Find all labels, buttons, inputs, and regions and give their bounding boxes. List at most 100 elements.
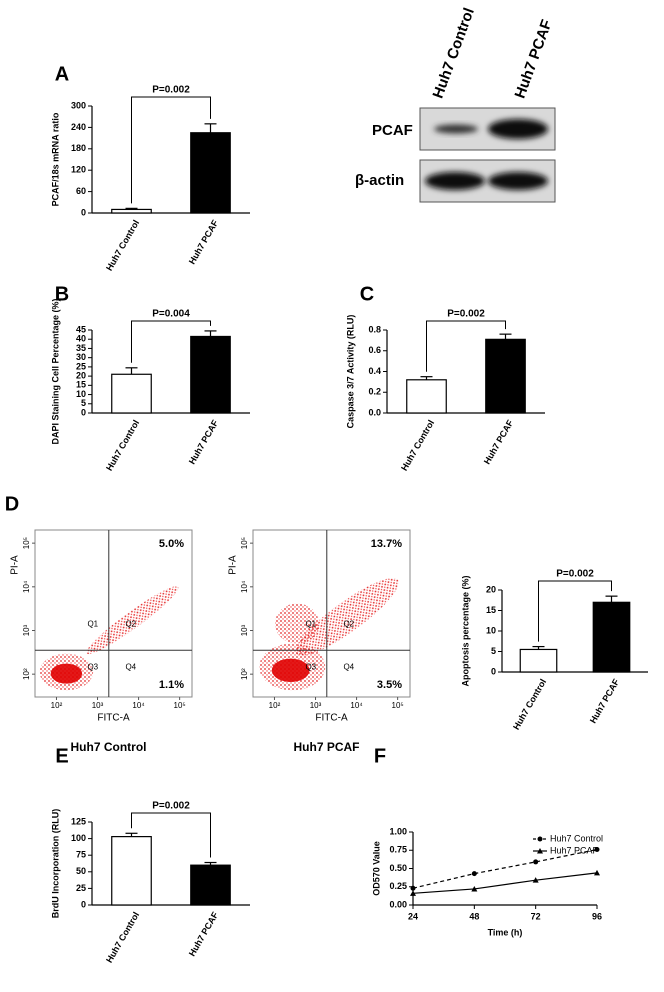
- bar: [190, 132, 231, 214]
- quadrant-label: Q2: [125, 619, 136, 628]
- x-tick-label: Huh7 Control: [104, 418, 141, 472]
- y-tick-label: 0: [81, 207, 86, 217]
- x-tick-label: Huh7 PCAF: [482, 418, 516, 466]
- y-tick-label: 20: [76, 370, 86, 380]
- x-tick-label: Huh7 Control: [104, 218, 141, 272]
- y-tick-label: 1.00: [389, 826, 407, 836]
- marker: [471, 871, 477, 877]
- y-tick-label: 10⁴: [240, 580, 249, 593]
- x-tick-label: Huh7 PCAF: [187, 218, 221, 266]
- y-tick-label: 25: [76, 883, 86, 893]
- significance-bracket: [131, 320, 211, 363]
- p-value: P=0.002: [152, 85, 190, 96]
- x-tick-label: 96: [592, 911, 602, 921]
- y-tick-label: 10: [76, 389, 86, 399]
- band: [488, 172, 548, 190]
- western-blot: Huh7 Control Huh7 PCAF PCAF β-actin: [355, 6, 556, 203]
- y-tick-label: 0.25: [389, 881, 407, 891]
- marker: [533, 859, 539, 865]
- y-axis-label: PI-A: [10, 555, 21, 575]
- marker: [410, 890, 416, 896]
- panel-label: D: [5, 493, 19, 515]
- y-tick-label: 0.6: [368, 345, 381, 355]
- marker: [594, 869, 600, 876]
- y-tick-label: 40: [76, 334, 86, 344]
- y-axis-label: Apoptosis percentage (%): [460, 575, 470, 686]
- panel-label: A: [55, 63, 69, 85]
- lane-label: Huh7 Control: [430, 6, 478, 101]
- y-tick-label: 10⁴: [22, 580, 31, 593]
- x-tick-label: 72: [531, 911, 541, 921]
- x-tick-label: 48: [469, 911, 479, 921]
- p-value: P=0.002: [152, 801, 190, 812]
- y-tick-label: 125: [71, 816, 86, 826]
- cell-population: [50, 663, 83, 684]
- row-label: β-actin: [355, 172, 404, 189]
- bar: [111, 836, 152, 906]
- x-tick-label: Huh7 PCAF: [588, 677, 622, 725]
- band: [425, 172, 485, 190]
- p-value: P=0.002: [556, 569, 594, 580]
- y-tick-label: 60: [76, 186, 86, 196]
- bar: [111, 208, 152, 214]
- quadrant-percent: 13.7%: [371, 538, 402, 550]
- y-tick-label: 10: [486, 625, 496, 635]
- x-tick-label: Huh7 Control: [104, 910, 141, 964]
- y-tick-label: 0: [81, 899, 86, 909]
- legend-marker: [537, 848, 543, 854]
- x-tick-label: 10²: [269, 701, 281, 710]
- x-tick-label: 10³: [310, 701, 322, 710]
- y-axis-label: PI-A: [228, 555, 239, 575]
- series-line: [412, 872, 598, 894]
- y-tick-label: 10⁵: [22, 537, 31, 549]
- y-axis-label: PCAF/18s mRNA ratio: [50, 112, 60, 206]
- quadrant-label: Q3: [305, 662, 316, 671]
- panel-label: C: [360, 283, 374, 305]
- quadrant-label: Q1: [305, 619, 316, 628]
- significance-bracket: [131, 96, 211, 204]
- p-value: P=0.004: [152, 309, 190, 320]
- panel-label: B: [55, 283, 69, 305]
- y-tick-label: 0: [491, 666, 496, 676]
- y-tick-label: 30: [76, 352, 86, 362]
- y-tick-label: 75: [76, 850, 86, 860]
- x-tick-label: 10⁵: [392, 701, 404, 710]
- y-tick-label: 0.75: [389, 845, 407, 855]
- quadrant-label: Q2: [343, 619, 354, 628]
- lane-label: Huh7 PCAF: [512, 17, 556, 100]
- x-tick-label: Huh7 Control: [399, 418, 436, 472]
- significance-bracket: [426, 320, 506, 372]
- quadrant-label: Q1: [87, 619, 98, 628]
- x-tick-label: 10⁴: [350, 701, 363, 710]
- quadrant-label: Q3: [87, 662, 98, 671]
- y-tick-label: 50: [76, 866, 86, 876]
- legend-label: Huh7 PCAF: [550, 845, 599, 855]
- legend-label: Huh7 Control: [550, 833, 603, 843]
- plot-title: Huh7 PCAF: [294, 740, 360, 754]
- x-tick-label: 10²: [51, 701, 63, 710]
- x-tick-label: 10³: [92, 701, 104, 710]
- bar: [519, 648, 558, 673]
- y-tick-label: 10³: [22, 624, 31, 636]
- y-tick-label: 25: [76, 361, 86, 371]
- significance-bracket: [538, 580, 612, 642]
- cell-population: [271, 658, 310, 682]
- bar: [592, 601, 631, 673]
- band: [434, 124, 478, 134]
- quadrant-label: Q4: [125, 662, 136, 671]
- y-axis-label: OD570 Value: [371, 841, 381, 896]
- bar: [406, 379, 447, 414]
- y-tick-label: 240: [71, 122, 86, 132]
- marker: [594, 847, 600, 853]
- y-tick-label: 0.4: [368, 366, 381, 376]
- y-tick-label: 0.8: [368, 324, 381, 334]
- marker: [471, 885, 478, 892]
- y-tick-label: 0.2: [368, 387, 381, 397]
- bar: [190, 864, 231, 906]
- y-tick-label: 5: [491, 646, 496, 656]
- plot-title: Huh7 Control: [71, 740, 147, 754]
- p-value: P=0.002: [447, 309, 485, 320]
- quadrant-percent: 5.0%: [159, 538, 184, 550]
- bar: [190, 335, 231, 414]
- y-tick-label: 15: [486, 605, 496, 615]
